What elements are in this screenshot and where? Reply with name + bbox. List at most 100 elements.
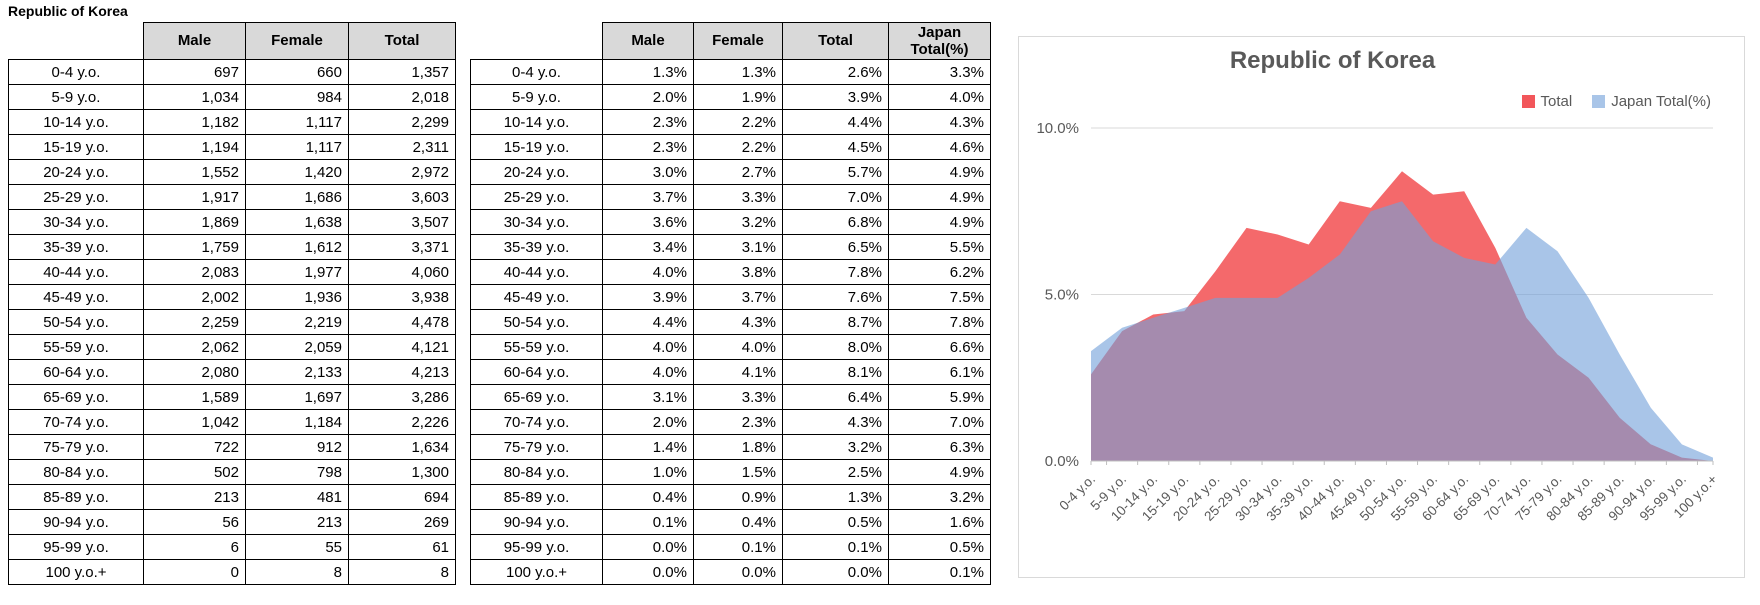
population-percent-table: Male Female Total Japan Total(%) 0-4 y.o. 1.3… [470,22,991,585]
value-cell: 2.2% [693,134,783,160]
value-cell: 4.0% [693,334,783,360]
value-cell: 694 [348,484,456,510]
age-group-label: 25-29 y.o. [8,184,144,210]
legend-swatch-icon [1521,95,1535,108]
value-cell: 3.1% [602,384,694,410]
age-group-label: 5-9 y.o. [470,84,603,110]
value-cell: 213 [245,509,349,535]
value-cell: 2.0% [602,409,694,435]
header-row: Male Female Total [9,22,456,60]
value-cell: 1.3% [602,59,694,85]
value-cell: 3.3% [693,184,783,210]
value-cell: 2,059 [245,334,349,360]
value-cell: 3,371 [348,234,456,260]
percent-row: 10-14 y.o. 2.3% 2.2% 4.4% 4.3% [470,109,991,135]
population-counts-table: Male Female Total 0-4 y.o. 697 660 1,357 5-9 y.… [8,22,456,585]
age-group-label: 10-14 y.o. [8,109,144,135]
value-cell: 2.5% [782,459,889,485]
value-cell: 1,917 [143,184,246,210]
percent-row: 95-99 y.o. 0.0% 0.1% 0.1% 0.5% [470,534,991,560]
column-header: Male [602,22,694,60]
value-cell: 2.7% [693,159,783,185]
value-cell: 7.8% [782,259,889,285]
age-group-label: 15-19 y.o. [8,134,144,160]
age-group-label: 65-69 y.o. [470,384,603,410]
percent-row: 80-84 y.o. 1.0% 1.5% 2.5% 4.9% [470,459,991,485]
value-cell: 7.5% [888,284,991,310]
value-cell: 1,612 [245,234,349,260]
value-cell: 0.1% [782,534,889,560]
value-cell: 481 [245,484,349,510]
value-cell: 8.1% [782,359,889,385]
value-cell: 2,133 [245,359,349,385]
age-group-label: 40-44 y.o. [470,259,603,285]
value-cell: 0.0% [602,559,694,585]
age-group-label: 0-4 y.o. [8,59,144,85]
counts-row: 10-14 y.o. 1,182 1,117 2,299 [8,109,456,135]
chart-legend: Total Japan Total(%) [1521,93,1711,110]
value-cell: 6.2% [888,259,991,285]
value-cell: 502 [143,459,246,485]
age-group-label: 35-39 y.o. [470,234,603,260]
counts-row: 25-29 y.o. 1,917 1,686 3,603 [8,184,456,210]
value-cell: 1.3% [693,59,783,85]
value-cell: 4.3% [888,109,991,135]
value-cell: 3.2% [782,434,889,460]
value-cell: 1.8% [693,434,783,460]
value-cell: 984 [245,84,349,110]
counts-row: 80-84 y.o. 502 798 1,300 [8,459,456,485]
age-group-label: 65-69 y.o. [8,384,144,410]
value-cell: 2.2% [693,109,783,135]
value-cell: 3.2% [888,484,991,510]
counts-row: 75-79 y.o. 722 912 1,634 [8,434,456,460]
percent-row: 40-44 y.o. 4.0% 3.8% 7.8% 6.2% [470,259,991,285]
value-cell: 3.3% [888,59,991,85]
value-cell: 3.9% [602,284,694,310]
value-cell: 2,018 [348,84,456,110]
percent-row: 0-4 y.o. 1.3% 1.3% 2.6% 3.3% [470,59,991,85]
chart-title: Republic of Korea [1229,47,1436,74]
value-cell: 55 [245,534,349,560]
value-cell: 1,194 [143,134,246,160]
value-cell: 1,869 [143,209,246,235]
value-cell: 0.9% [693,484,783,510]
counts-row: 5-9 y.o. 1,034 984 2,018 [8,84,456,110]
age-group-label: 60-64 y.o. [8,359,144,385]
legend-swatch-icon [1592,95,1606,108]
counts-row: 30-34 y.o. 1,869 1,638 3,507 [8,209,456,235]
age-group-label: 35-39 y.o. [8,234,144,260]
age-group-label: 5-9 y.o. [8,84,144,110]
age-group-label: 85-89 y.o. [470,484,603,510]
age-group-label: 70-74 y.o. [8,409,144,435]
percent-row: 55-59 y.o. 4.0% 4.0% 8.0% 6.6% [470,334,991,360]
counts-row: 95-99 y.o. 6 55 61 [8,534,456,560]
value-cell: 1,034 [143,84,246,110]
corner-cell [9,23,144,60]
counts-row: 85-89 y.o. 213 481 694 [8,484,456,510]
value-cell: 798 [245,459,349,485]
percent-row: 5-9 y.o. 2.0% 1.9% 3.9% 4.0% [470,84,991,110]
value-cell: 6 [143,534,246,560]
age-group-label: 40-44 y.o. [8,259,144,285]
value-cell: 2,002 [143,284,246,310]
percent-row: 20-24 y.o. 3.0% 2.7% 5.7% 4.9% [470,159,991,185]
value-cell: 8.0% [782,334,889,360]
value-cell: 3.6% [602,209,694,235]
value-cell: 8.7% [782,309,889,335]
age-group-label: 50-54 y.o. [8,309,144,335]
value-cell: 5.9% [888,384,991,410]
percent-row: 15-19 y.o. 2.3% 2.2% 4.5% 4.6% [470,134,991,160]
y-axis-tick-label: 10.0% [1036,120,1079,137]
header-row: Male Female Total Japan Total(%) [471,22,991,60]
column-header: Total [782,22,889,60]
value-cell: 1,357 [348,59,456,85]
column-header: Male [143,22,246,60]
value-cell: 1,936 [245,284,349,310]
value-cell: 5.7% [782,159,889,185]
value-cell: 1,686 [245,184,349,210]
value-cell: 4,060 [348,259,456,285]
age-group-label: 0-4 y.o. [470,59,603,85]
column-header: Female [245,22,349,60]
value-cell: 1,638 [245,209,349,235]
value-cell: 56 [143,509,246,535]
